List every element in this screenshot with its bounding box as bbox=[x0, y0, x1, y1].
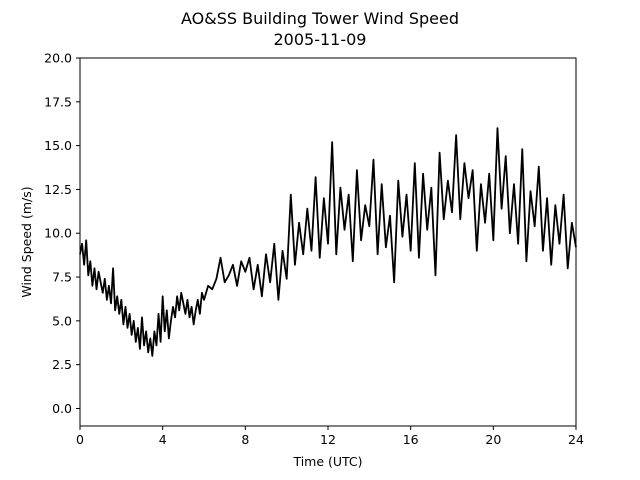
y-tick-label: 0.0 bbox=[52, 401, 72, 416]
plot-area bbox=[79, 57, 577, 427]
x-tick-label: 16 bbox=[403, 432, 419, 447]
chart-title: AO&SS Building Tower Wind Speed bbox=[181, 9, 459, 28]
y-tick-label: 17.5 bbox=[44, 94, 72, 109]
y-tick-label: 2.5 bbox=[52, 357, 72, 372]
wind-speed-series-line bbox=[79, 127, 577, 357]
y-axis-label: Wind Speed (m/s) bbox=[19, 186, 34, 297]
y-tick-label: 12.5 bbox=[44, 182, 72, 197]
y-tick-label: 10.0 bbox=[44, 226, 72, 241]
x-tick-label: 20 bbox=[485, 432, 501, 447]
y-axis-ticks: 0.0 2.5 5.0 7.5 10.0 12.5 15.0 17.5 20.0 bbox=[44, 51, 80, 416]
chart-subtitle: 2005-11-09 bbox=[274, 30, 367, 49]
y-tick-label: 7.5 bbox=[52, 270, 72, 285]
y-tick-label: 5.0 bbox=[52, 313, 72, 328]
y-tick-label: 15.0 bbox=[44, 138, 72, 153]
x-tick-label: 24 bbox=[568, 432, 584, 447]
x-tick-label: 8 bbox=[241, 432, 249, 447]
x-tick-label: 0 bbox=[76, 432, 84, 447]
y-tick-label: 20.0 bbox=[44, 51, 72, 66]
x-tick-label: 4 bbox=[159, 432, 167, 447]
x-axis-label: Time (UTC) bbox=[292, 454, 362, 469]
x-tick-label: 12 bbox=[320, 432, 336, 447]
x-axis-ticks: 0 4 8 12 16 20 24 bbox=[76, 426, 584, 447]
